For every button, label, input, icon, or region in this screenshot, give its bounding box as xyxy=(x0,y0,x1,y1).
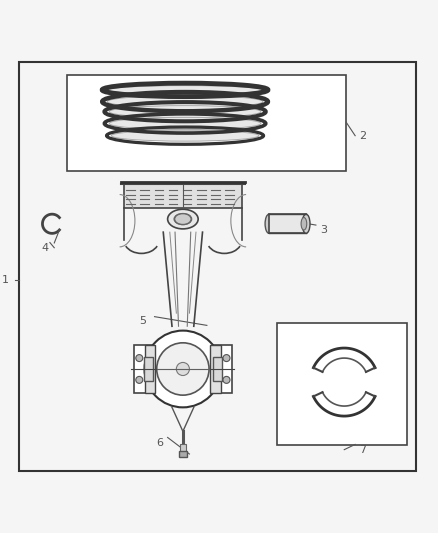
Ellipse shape xyxy=(107,95,263,108)
Bar xyxy=(180,444,186,452)
Ellipse shape xyxy=(302,214,310,233)
Text: 6: 6 xyxy=(157,438,164,448)
Text: 4: 4 xyxy=(41,243,48,253)
Circle shape xyxy=(177,362,189,376)
Ellipse shape xyxy=(107,86,263,94)
Bar xyxy=(124,184,242,208)
Ellipse shape xyxy=(174,214,191,224)
Text: 7: 7 xyxy=(360,445,367,455)
Bar xyxy=(277,323,407,445)
Circle shape xyxy=(136,354,143,361)
Circle shape xyxy=(223,354,230,361)
Bar xyxy=(144,357,153,381)
Ellipse shape xyxy=(109,117,261,130)
Ellipse shape xyxy=(301,217,307,230)
Bar xyxy=(134,345,232,393)
Bar xyxy=(179,451,187,457)
Circle shape xyxy=(157,343,209,395)
Ellipse shape xyxy=(109,106,261,118)
Bar xyxy=(67,75,346,171)
Bar xyxy=(212,357,222,381)
Bar xyxy=(210,345,221,393)
Text: 2: 2 xyxy=(360,131,367,141)
Bar xyxy=(269,214,306,233)
Text: 3: 3 xyxy=(320,225,327,235)
Circle shape xyxy=(136,376,143,383)
Circle shape xyxy=(145,330,221,407)
Ellipse shape xyxy=(265,214,273,233)
Ellipse shape xyxy=(111,130,259,141)
Circle shape xyxy=(223,376,230,383)
Text: 5: 5 xyxy=(139,316,146,326)
Bar xyxy=(145,345,155,393)
Ellipse shape xyxy=(175,214,191,224)
Ellipse shape xyxy=(168,209,198,229)
Text: 1: 1 xyxy=(1,274,8,285)
